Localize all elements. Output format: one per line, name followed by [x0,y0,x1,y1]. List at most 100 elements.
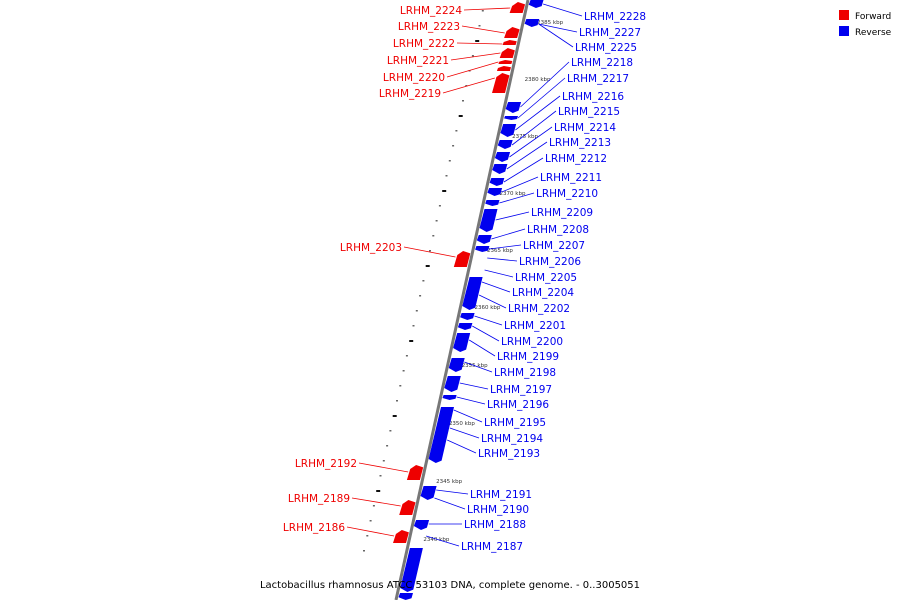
ruler-dot [405,355,408,357]
reverse-gene-label: LRHM_2188 [464,519,526,531]
reverse-label-leader [474,315,503,326]
reverse-gene-label: LRHM_2205 [515,272,577,284]
reverse-gene-label: LRHM_2207 [523,240,585,252]
forward-gene-label: LRHM_2189 [288,493,350,505]
reverse-gene-label: LRHM_2206 [519,256,581,268]
tick-label: 2360 kbp [474,305,500,311]
reverse-label-leader [538,23,578,33]
reverse-gene-feature [500,124,517,137]
gene-features [393,0,544,600]
forward-label-leader [346,526,395,537]
reverse-gene-label: LRHM_2214 [554,122,616,134]
reverse-gene-label: LRHM_2227 [579,27,641,39]
forward-label-leader [358,462,409,473]
ruler-dot [471,55,474,57]
forward-gene-label: LRHM_2223 [398,21,460,33]
reverse-gene-feature [479,209,498,232]
reverse-gene-feature [448,358,465,372]
reverse-label-leader [453,409,483,423]
reverse-gene-label: LRHM_2225 [575,42,637,54]
reverse-label-leader [538,23,574,48]
reverse-gene-feature [485,200,500,206]
ruler-dot [386,445,389,447]
reverse-label-leader [472,325,500,342]
reverse-gene-feature [492,164,508,174]
reverse-label-leader [491,228,526,240]
reverse-gene-label: LRHM_2210 [536,188,598,200]
reverse-gene-feature [453,333,471,352]
reverse-label-leader [481,281,511,293]
ruler-dot [399,385,402,387]
ruler-dot [462,100,464,102]
legend-forward-swatch [839,10,849,20]
tick-label: 2380 kbp [525,77,551,83]
forward-gene-label: LRHM_2221 [387,55,449,67]
reverse-label-leader [520,61,570,108]
forward-label-leader [450,52,501,61]
reverse-label-leader [478,294,507,309]
ruler-dot [402,370,405,372]
ruler-dot [366,535,369,537]
forward-gene-label: LRHM_2203 [340,242,402,254]
reverse-gene-feature [489,178,505,186]
ruler-dot [452,145,455,147]
reverse-gene-label: LRHM_2209 [531,207,593,219]
ruler-dot [425,265,430,267]
reverse-gene-feature [487,188,503,196]
reverse-gene-feature [475,246,490,252]
reverse-gene-label: LRHM_2218 [571,57,633,69]
ruler-dot [465,85,468,87]
reverse-label-leader [456,396,486,405]
reverse-label-leader [459,382,489,390]
forward-gene-feature [498,60,513,64]
forward-gene-feature [509,2,526,13]
reverse-label-leader [468,339,496,357]
ruler-dot [422,280,425,282]
reverse-gene-label: LRHM_2217 [567,73,629,85]
reverse-gene-label: LRHM_2212 [545,153,607,165]
ruler-dot [392,415,397,417]
reverse-label-leader [484,269,514,278]
reverse-gene-label: LRHM_2215 [558,106,620,118]
reverse-gene-label: LRHM_2195 [484,417,546,429]
ruler-dot [412,325,415,327]
tick-label: 2350 kbp [449,421,475,427]
forward-gene-feature [406,465,424,480]
forward-gene-feature [496,66,511,71]
reverse-gene-feature [497,140,513,149]
ruler-dot [396,400,398,402]
gene-labels: LRHM_2224 LRHM_2223 LRHM_2222 LRHM_2221 LRHM… [283,5,646,553]
reverse-gene-label: LRHM_2191 [470,489,532,501]
forward-gene-feature [504,27,520,38]
forward-gene-feature [499,48,515,58]
reverse-label-leader [499,192,535,204]
legend-reverse-swatch [839,26,849,36]
reverse-label-leader [511,110,557,146]
ruler-dot [372,505,375,507]
legend: Forward Reverse [839,10,892,38]
reverse-gene-label: LRHM_2213 [549,137,611,149]
reverse-gene-label: LRHM_2211 [540,172,602,184]
ruler-dot [376,490,381,492]
reverse-label-leader [489,244,522,250]
reverse-label-leader [425,535,460,547]
forward-label-leader [442,77,495,94]
reverse-gene-feature [457,323,473,330]
reverse-gene-label: LRHM_2201 [504,320,566,332]
reverse-gene-feature [505,102,522,113]
reverse-gene-feature [494,152,511,162]
reverse-gene-feature [528,0,544,8]
forward-gene-feature [492,73,510,93]
forward-label-leader [446,61,499,78]
reverse-gene-label: LRHM_2228 [584,11,646,23]
reverse-label-leader [495,211,530,221]
forward-gene-label: LRHM_2222 [393,38,455,50]
reverse-label-leader [436,489,469,495]
forward-gene-label: LRHM_2192 [295,458,357,470]
ruler-dot [419,295,422,297]
reverse-label-leader [517,77,566,119]
forward-gene-feature [399,500,416,515]
ruler-dot [438,205,441,207]
reverse-label-leader [543,3,583,17]
reverse-gene-feature [442,395,457,400]
